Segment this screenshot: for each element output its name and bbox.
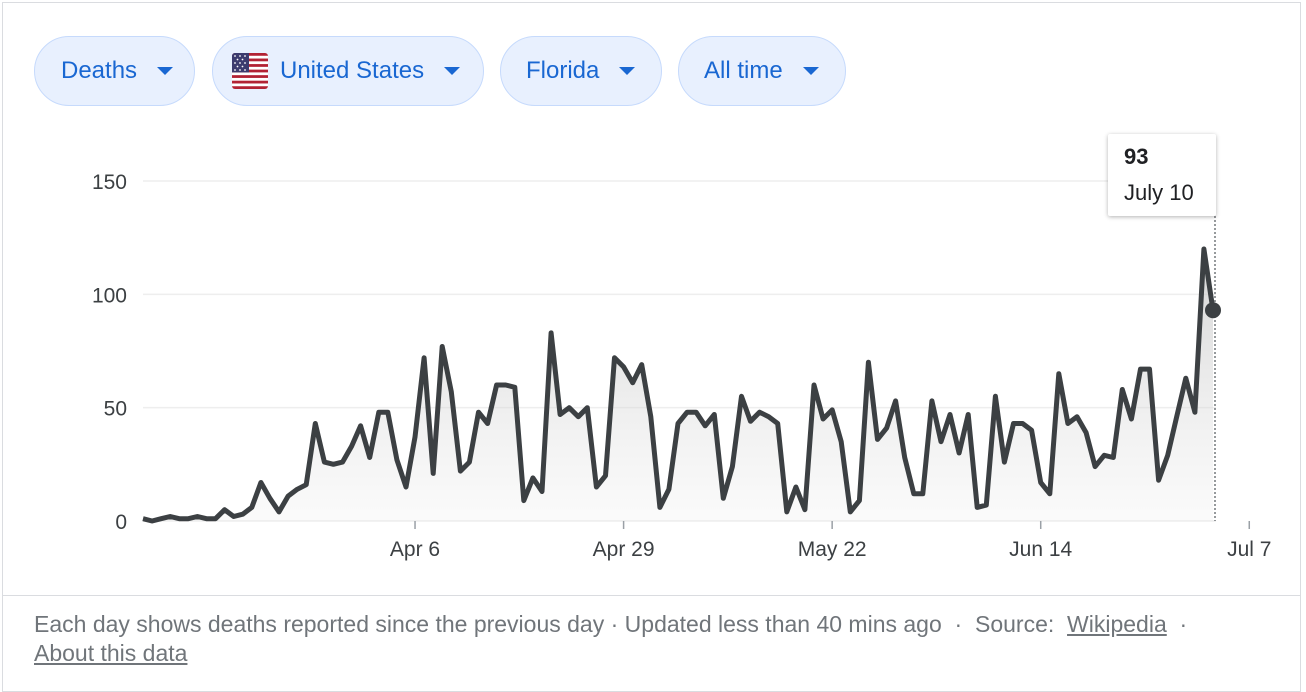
wikipedia-link[interactable]: Wikipedia: [1067, 611, 1167, 637]
highlight-point: [1205, 302, 1221, 319]
range-dropdown[interactable]: All time: [678, 36, 846, 106]
caret-down-icon: [802, 67, 819, 75]
footer-divider: [2, 595, 1301, 596]
deaths-chart[interactable]: 0 50 100 150 Apr 6 Apr 29 May 22 Jun 14 Jul 7: [0, 0, 1306, 600]
chart-tooltip: 93 July 10: [1108, 134, 1216, 216]
x-tick-label: Apr 6: [390, 538, 440, 561]
tooltip-value: 93: [1124, 144, 1149, 169]
range-dropdown-label: All time: [704, 57, 783, 84]
y-tick-label: 0: [115, 511, 127, 534]
deaths-area: [143, 249, 1213, 521]
x-tick-label: Apr 29: [593, 538, 655, 561]
caret-down-icon: [619, 67, 636, 75]
about-data-link[interactable]: About this data: [34, 640, 188, 666]
country-dropdown-label: United States: [280, 57, 425, 84]
metric-dropdown[interactable]: Deaths: [34, 36, 195, 106]
region-dropdown[interactable]: Florida: [500, 36, 662, 106]
footer-separator: ·: [954, 611, 963, 637]
footer-separator: ·: [1179, 611, 1188, 637]
region-dropdown-label: Florida: [526, 57, 600, 84]
chart-footer: Each day shows deaths reported since the…: [34, 610, 1234, 668]
y-axis-ticks: 0 50 100 150: [92, 171, 127, 534]
source-label: Source:: [975, 611, 1055, 637]
y-tick-label: 150: [92, 171, 127, 194]
x-axis-ticks: Apr 6 Apr 29 May 22 Jun 14 Jul 7: [390, 521, 1271, 561]
x-tick-label: Jun 14: [1009, 538, 1072, 561]
deaths-line: [142, 246, 1216, 524]
y-tick-label: 100: [92, 284, 127, 307]
caret-down-icon: [444, 67, 461, 75]
x-tick-label: May 22: [798, 538, 867, 561]
caret-down-icon: [157, 67, 174, 75]
y-tick-label: 50: [104, 398, 127, 421]
tooltip-date: July 10: [1124, 180, 1194, 205]
us-flag-icon: [232, 53, 268, 89]
metric-dropdown-label: Deaths: [61, 57, 138, 84]
x-tick-label: Jul 7: [1227, 538, 1271, 561]
footer-description: Each day shows deaths reported since the…: [34, 611, 942, 637]
country-dropdown[interactable]: United States: [212, 36, 484, 106]
